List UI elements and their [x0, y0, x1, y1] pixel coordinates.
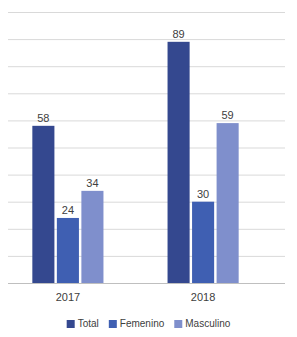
- data-label: 24: [62, 204, 74, 216]
- legend-label: Total: [78, 318, 99, 329]
- bar: [192, 202, 214, 283]
- grid-line: [8, 283, 285, 284]
- grid-tick: [8, 39, 285, 40]
- legend-label: Femenino: [120, 318, 165, 329]
- grid-tick: [8, 66, 285, 67]
- bar: [168, 42, 190, 283]
- bars: [32, 42, 238, 283]
- bar: [57, 218, 79, 283]
- grid-line: [8, 93, 285, 94]
- x-tick-label: 2018: [191, 291, 215, 303]
- x-tick: 2018: [191, 283, 215, 303]
- x-axis: 2017 2018: [8, 283, 285, 303]
- data-label: 34: [86, 177, 98, 189]
- grid-line: [8, 12, 285, 13]
- legend-swatch: [67, 320, 75, 328]
- bar: [217, 123, 239, 283]
- x-tick-label: 2017: [56, 291, 80, 303]
- x-tick: 2017: [56, 283, 80, 303]
- chart: 2017 2018 58 89 24 30 34 59 Total Femenino Masculi…: [0, 0, 297, 337]
- grid-line: [8, 66, 285, 67]
- data-label: 89: [172, 28, 184, 40]
- data-labels: 58 89 24 30 34 59: [37, 28, 234, 216]
- legend-item: Total: [67, 318, 99, 329]
- grid-tick: [8, 12, 285, 13]
- bar: [81, 191, 103, 283]
- legend-label: Masculino: [185, 318, 230, 329]
- grid-tick: [8, 283, 285, 284]
- data-label: 30: [197, 188, 209, 200]
- legend: Total Femenino Masculino: [67, 318, 231, 329]
- legend-item: Masculino: [174, 318, 230, 329]
- grid-line: [8, 120, 285, 121]
- x-axis-line: [8, 283, 285, 284]
- bar: [32, 126, 54, 283]
- plot: 2017 2018 58 89 24 30 34 59: [8, 13, 285, 303]
- legend-item: Femenino: [109, 318, 165, 329]
- legend-swatch: [109, 320, 117, 328]
- data-label: 58: [37, 112, 49, 124]
- data-label: 59: [222, 109, 234, 121]
- grid-tick: [8, 93, 285, 94]
- grid: [8, 13, 285, 284]
- grid-tick: [8, 120, 285, 121]
- grid-line: [8, 39, 285, 40]
- legend-swatch: [174, 320, 182, 328]
